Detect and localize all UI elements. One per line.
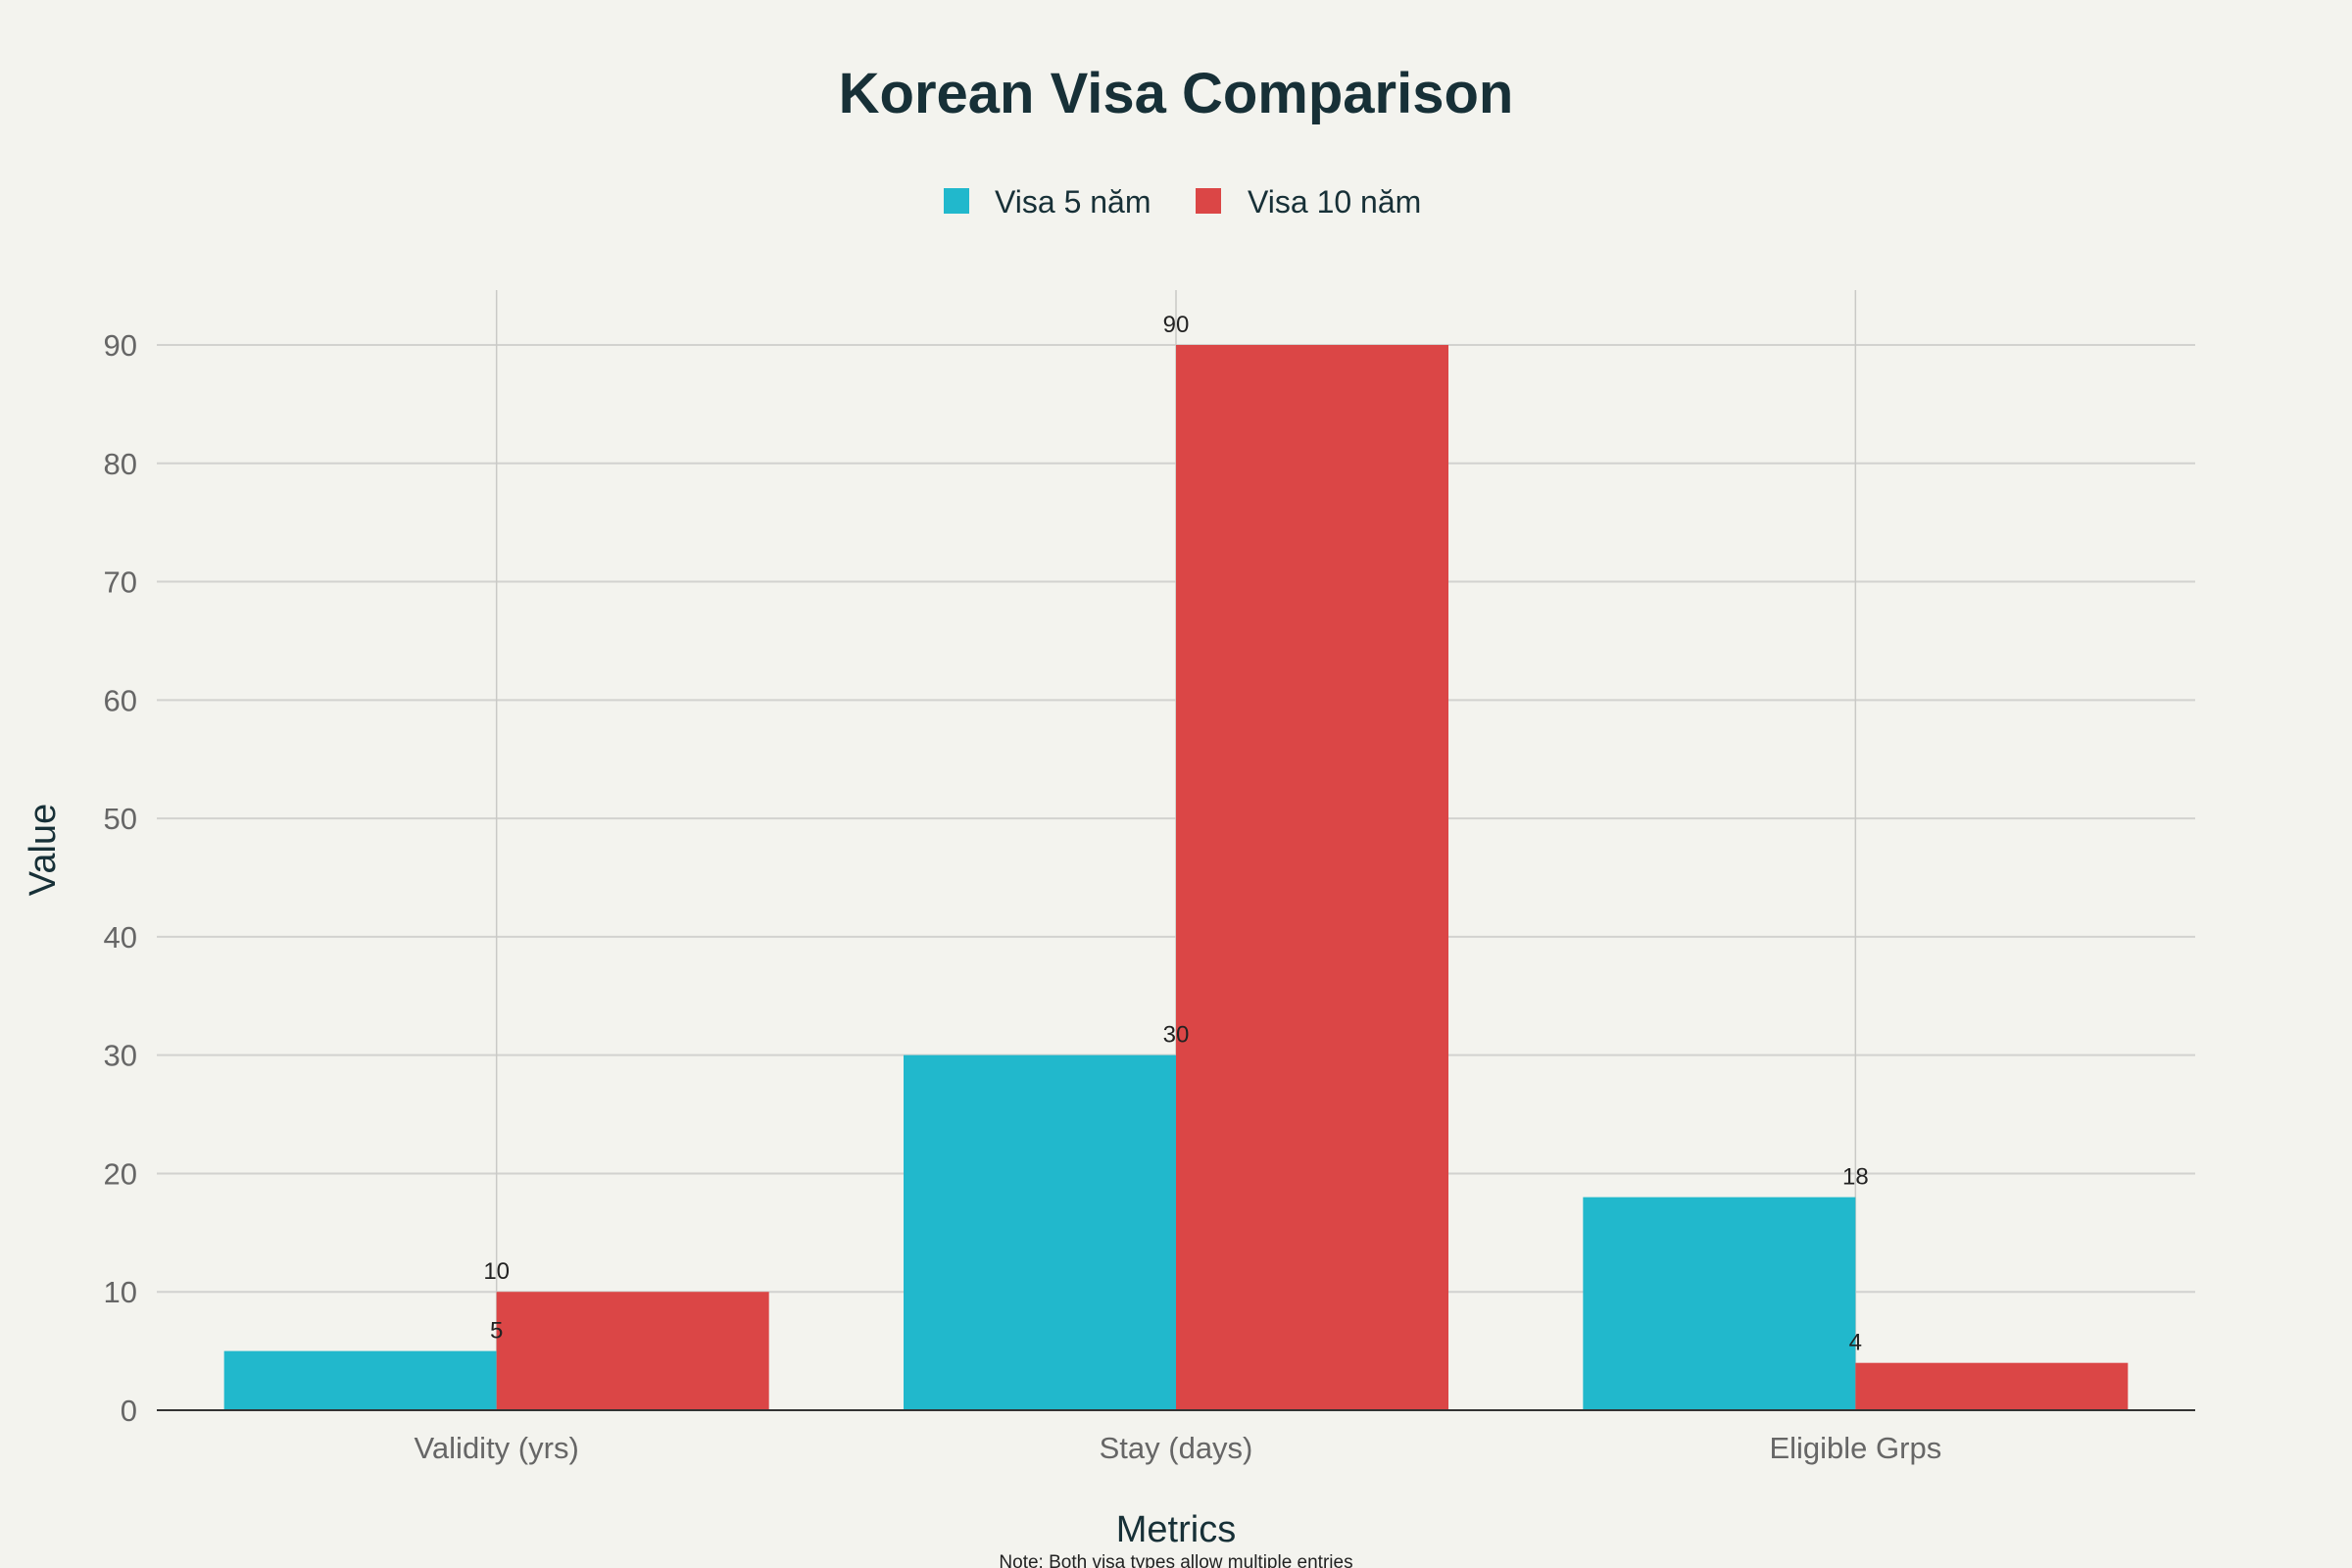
y-tick-label: 10 [104,1275,137,1309]
bar-visa-5 [904,1054,1176,1410]
x-tick-label: Eligible Grps [1769,1431,1941,1465]
data-label: 30 [1163,1022,1190,1049]
y-tick-label: 40 [104,920,137,955]
bars [223,345,2129,1410]
x-axis-title: Metrics [1116,1509,1236,1550]
y-tick-label: 30 [104,1039,137,1073]
legend: Visa 5 năm Visa 10 năm [944,184,1421,220]
data-label: 4 [1849,1330,1862,1356]
data-label: 18 [1842,1164,1869,1191]
bar-visa-10 [1176,345,1448,1410]
bar-visa-10 [496,1292,769,1410]
y-tick-label: 80 [104,447,137,481]
y-tick-label: 60 [104,683,137,717]
axes: 0 10 20 30 40 50 60 70 80 90 Validity (yrs) Stay (d… [104,328,2195,1465]
x-tick-label: Validity (yrs) [415,1431,579,1465]
y-tick-label: 90 [104,328,137,363]
legend-label-series-0: Visa 5 năm [995,184,1152,220]
x-tick-label: Stay (days) [1100,1431,1253,1465]
data-label: 5 [490,1318,503,1345]
bar-visa-10 [1855,1362,2129,1410]
y-tick-label: 50 [104,802,137,836]
chart-note: Note: Both visa types allow multiple ent… [999,1552,1352,1568]
bar-visa-5 [1583,1197,1856,1410]
data-label: 10 [483,1258,510,1285]
data-label: 90 [1163,312,1190,338]
legend-label-series-1: Visa 10 năm [1248,184,1421,220]
data-labels: 5 10 30 90 18 4 [483,312,1868,1356]
y-tick-label: 0 [121,1394,137,1428]
legend-swatch-series-1 [1196,188,1221,214]
legend-swatch-series-0 [944,188,969,214]
chart-title: Korean Visa Comparison [839,62,1514,125]
y-axis-title: Value [23,804,64,896]
y-tick-label: 20 [104,1156,137,1191]
bar-visa-5 [223,1350,497,1410]
y-tick-label: 70 [104,565,137,600]
